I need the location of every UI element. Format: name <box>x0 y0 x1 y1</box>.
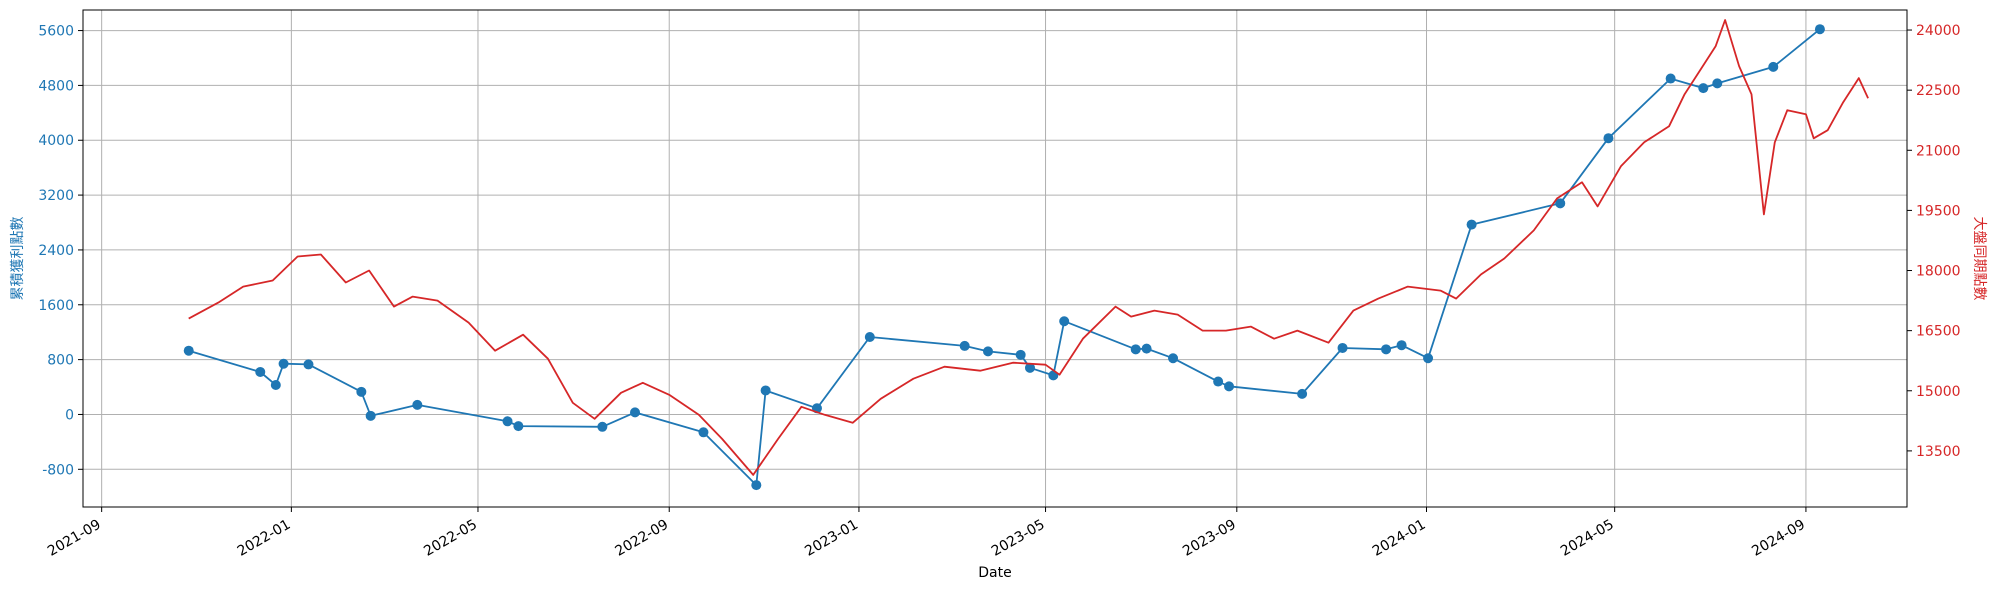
x-tick-label: 2024-05 <box>1558 517 1617 560</box>
cumulative-profit-point <box>698 427 709 438</box>
cumulative-profit-point <box>1814 24 1825 35</box>
y-left-tick-label: 5600 <box>38 24 74 40</box>
y-left-tick-label: 2400 <box>38 243 74 259</box>
cumulative-profit-point <box>760 385 771 396</box>
cumulative-profit-point <box>1712 78 1723 89</box>
plot-frame <box>82 9 1908 508</box>
y-right-tick-label: 22500 <box>1916 83 1961 99</box>
cumulative-profit-point <box>255 366 266 377</box>
y-left-tick-label: 3200 <box>38 188 74 204</box>
cumulative-profit-point <box>1297 388 1308 399</box>
y-right-tick-label: 21000 <box>1916 143 1961 159</box>
cumulative-profit-point <box>1603 133 1614 144</box>
x-axis-label: Date <box>978 565 1011 581</box>
cumulative-profit-point <box>303 359 314 370</box>
y-left-axis-label: 累積獲利點數 <box>10 217 26 301</box>
cumulative-profit-point <box>1015 349 1026 360</box>
cumulative-profit-point <box>1141 343 1152 354</box>
cumulative-profit-point <box>278 358 289 369</box>
cumulative-profit-point <box>1024 362 1035 373</box>
x-tick-label: 2022-05 <box>421 517 480 560</box>
x-tick-label: 2023-09 <box>1180 517 1239 560</box>
y-left-tick-label: 4000 <box>38 133 74 149</box>
x-tick-label: 2022-09 <box>613 517 672 560</box>
x-tick-label: 2024-01 <box>1370 517 1429 560</box>
cumulative-profit-point <box>513 421 524 432</box>
cumulative-profit-point <box>1768 61 1779 72</box>
cumulative-profit-point <box>1059 316 1070 327</box>
x-tick-label: 2024-09 <box>1749 517 1808 560</box>
cumulative-profit-point <box>1555 198 1566 209</box>
cumulative-profit-point <box>356 386 367 397</box>
y-right-tick-label: 24000 <box>1916 23 1961 39</box>
y-right-tick-label: 16500 <box>1916 324 1961 340</box>
cumulative-profit-point <box>183 345 194 356</box>
cumulative-profit-point <box>1224 381 1235 392</box>
grid <box>83 10 1907 507</box>
y-right-axis-label: 大盤同期點數 <box>1971 217 1987 301</box>
cumulative-profit-point <box>1130 344 1141 355</box>
cumulative-profit-point <box>1698 83 1709 94</box>
market-index-line <box>188 19 1869 476</box>
cumulative-profit-line <box>188 28 1821 487</box>
y-right-tick-label: 15000 <box>1916 384 1961 400</box>
cumulative-profit-point <box>270 379 281 390</box>
x-tick-label: 2023-05 <box>989 517 1048 560</box>
cumulative-profit-point <box>1665 73 1676 84</box>
y-left-tick-label: 4800 <box>38 78 74 94</box>
cumulative-profit-point <box>959 340 970 351</box>
cumulative-profit-point <box>365 410 376 421</box>
cumulative-profit-point <box>1381 344 1392 355</box>
y-right-tick-label: 13500 <box>1916 444 1961 460</box>
cumulative-profit-point <box>1213 376 1224 387</box>
y-right-tick-label: 19500 <box>1916 203 1961 219</box>
cumulative-profit-point <box>1168 353 1179 364</box>
y-left-tick-label: 0 <box>65 407 74 423</box>
y-left-tick-label: 800 <box>47 353 74 369</box>
cumulative-profit-point <box>630 407 641 418</box>
cumulative-profit-point <box>864 331 875 342</box>
cumulative-profit-point <box>1337 342 1348 353</box>
axes: 2021-09 2022-01 2022-05 2022-09 2023-01 2023-… <box>38 23 1960 560</box>
cumulative-profit-point <box>983 346 994 357</box>
y-left-tick-label: 1600 <box>38 298 74 314</box>
cumulative-profit-point <box>597 421 608 432</box>
cumulative-profit-point <box>1423 353 1434 364</box>
plot-series <box>183 19 1869 491</box>
cumulative-profit-point <box>502 416 513 427</box>
x-tick-label: 2023-01 <box>802 517 861 560</box>
cumulative-profit-point <box>1466 219 1477 230</box>
cumulative-profit-point <box>751 480 762 491</box>
cumulative-profit-point <box>412 399 423 410</box>
x-tick-label: 2022-01 <box>235 517 294 560</box>
y-left-tick-label: -800 <box>42 462 74 478</box>
y-right-tick-label: 18000 <box>1916 264 1961 280</box>
x-tick-label: 2021-09 <box>45 517 104 560</box>
cumulative-profit-point <box>1396 340 1407 351</box>
